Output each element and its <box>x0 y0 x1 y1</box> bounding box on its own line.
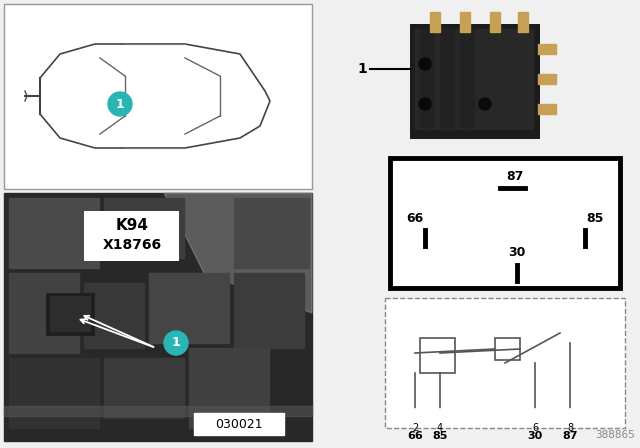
Text: 87: 87 <box>563 431 578 441</box>
Circle shape <box>531 409 539 417</box>
Bar <box>234 273 304 348</box>
Bar <box>50 296 90 331</box>
Bar <box>410 24 540 139</box>
Bar <box>9 273 79 353</box>
Text: 85: 85 <box>586 211 604 224</box>
Text: 2: 2 <box>412 423 418 433</box>
Bar <box>538 44 556 54</box>
Bar <box>4 193 312 441</box>
Text: 4: 4 <box>437 423 443 433</box>
Bar <box>385 298 625 428</box>
Bar <box>420 338 455 373</box>
Bar <box>415 29 533 129</box>
Circle shape <box>479 98 491 110</box>
Text: 85: 85 <box>432 431 448 441</box>
Circle shape <box>411 409 419 417</box>
Bar <box>9 358 99 428</box>
Text: 388865: 388865 <box>595 430 635 440</box>
Text: 87: 87 <box>506 169 524 182</box>
Bar <box>84 283 144 348</box>
Text: X18766: X18766 <box>102 238 161 252</box>
Bar <box>495 338 520 360</box>
Bar <box>104 358 184 418</box>
Polygon shape <box>164 193 312 313</box>
Text: 1: 1 <box>357 62 367 76</box>
Bar <box>440 29 454 127</box>
Bar <box>460 29 474 127</box>
Text: 030021: 030021 <box>215 418 263 431</box>
Bar <box>194 413 284 435</box>
Bar <box>538 104 556 114</box>
Text: 8: 8 <box>567 423 573 433</box>
Text: 30: 30 <box>508 246 525 259</box>
Bar <box>430 12 440 32</box>
Circle shape <box>108 92 132 116</box>
Bar <box>420 29 434 127</box>
Bar <box>518 12 528 32</box>
Bar <box>490 12 500 32</box>
Circle shape <box>164 331 188 355</box>
Bar <box>538 74 556 84</box>
Circle shape <box>566 409 574 417</box>
Text: K94: K94 <box>115 217 148 233</box>
Bar <box>4 4 312 189</box>
Bar <box>104 198 184 258</box>
Text: 66: 66 <box>407 431 423 441</box>
Circle shape <box>419 58 431 70</box>
Text: 66: 66 <box>406 211 424 224</box>
Bar <box>189 348 269 428</box>
Text: 1: 1 <box>172 336 180 349</box>
Circle shape <box>419 98 431 110</box>
Bar <box>4 406 312 416</box>
Text: 1: 1 <box>116 98 124 111</box>
Bar <box>149 273 229 343</box>
Bar <box>84 211 179 261</box>
Text: 6: 6 <box>532 423 538 433</box>
Bar <box>460 12 470 32</box>
Text: 30: 30 <box>527 431 543 441</box>
Bar <box>234 198 309 268</box>
Circle shape <box>436 409 444 417</box>
Bar <box>46 293 94 335</box>
Bar <box>390 158 620 288</box>
Bar <box>9 198 99 268</box>
